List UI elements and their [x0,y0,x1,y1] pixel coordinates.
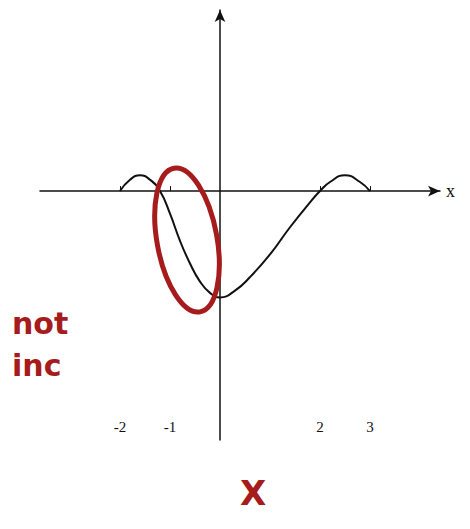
svg-text:-1: -1 [164,419,177,435]
svg-text:-2: -2 [114,419,127,435]
svg-text:inc: inc [12,348,61,383]
svg-text:2: 2 [316,419,324,435]
svg-text:3: 3 [366,419,374,435]
svg-text:X: X [240,473,266,513]
svg-text:x: x [446,181,455,201]
svg-text:not: not [12,306,68,341]
